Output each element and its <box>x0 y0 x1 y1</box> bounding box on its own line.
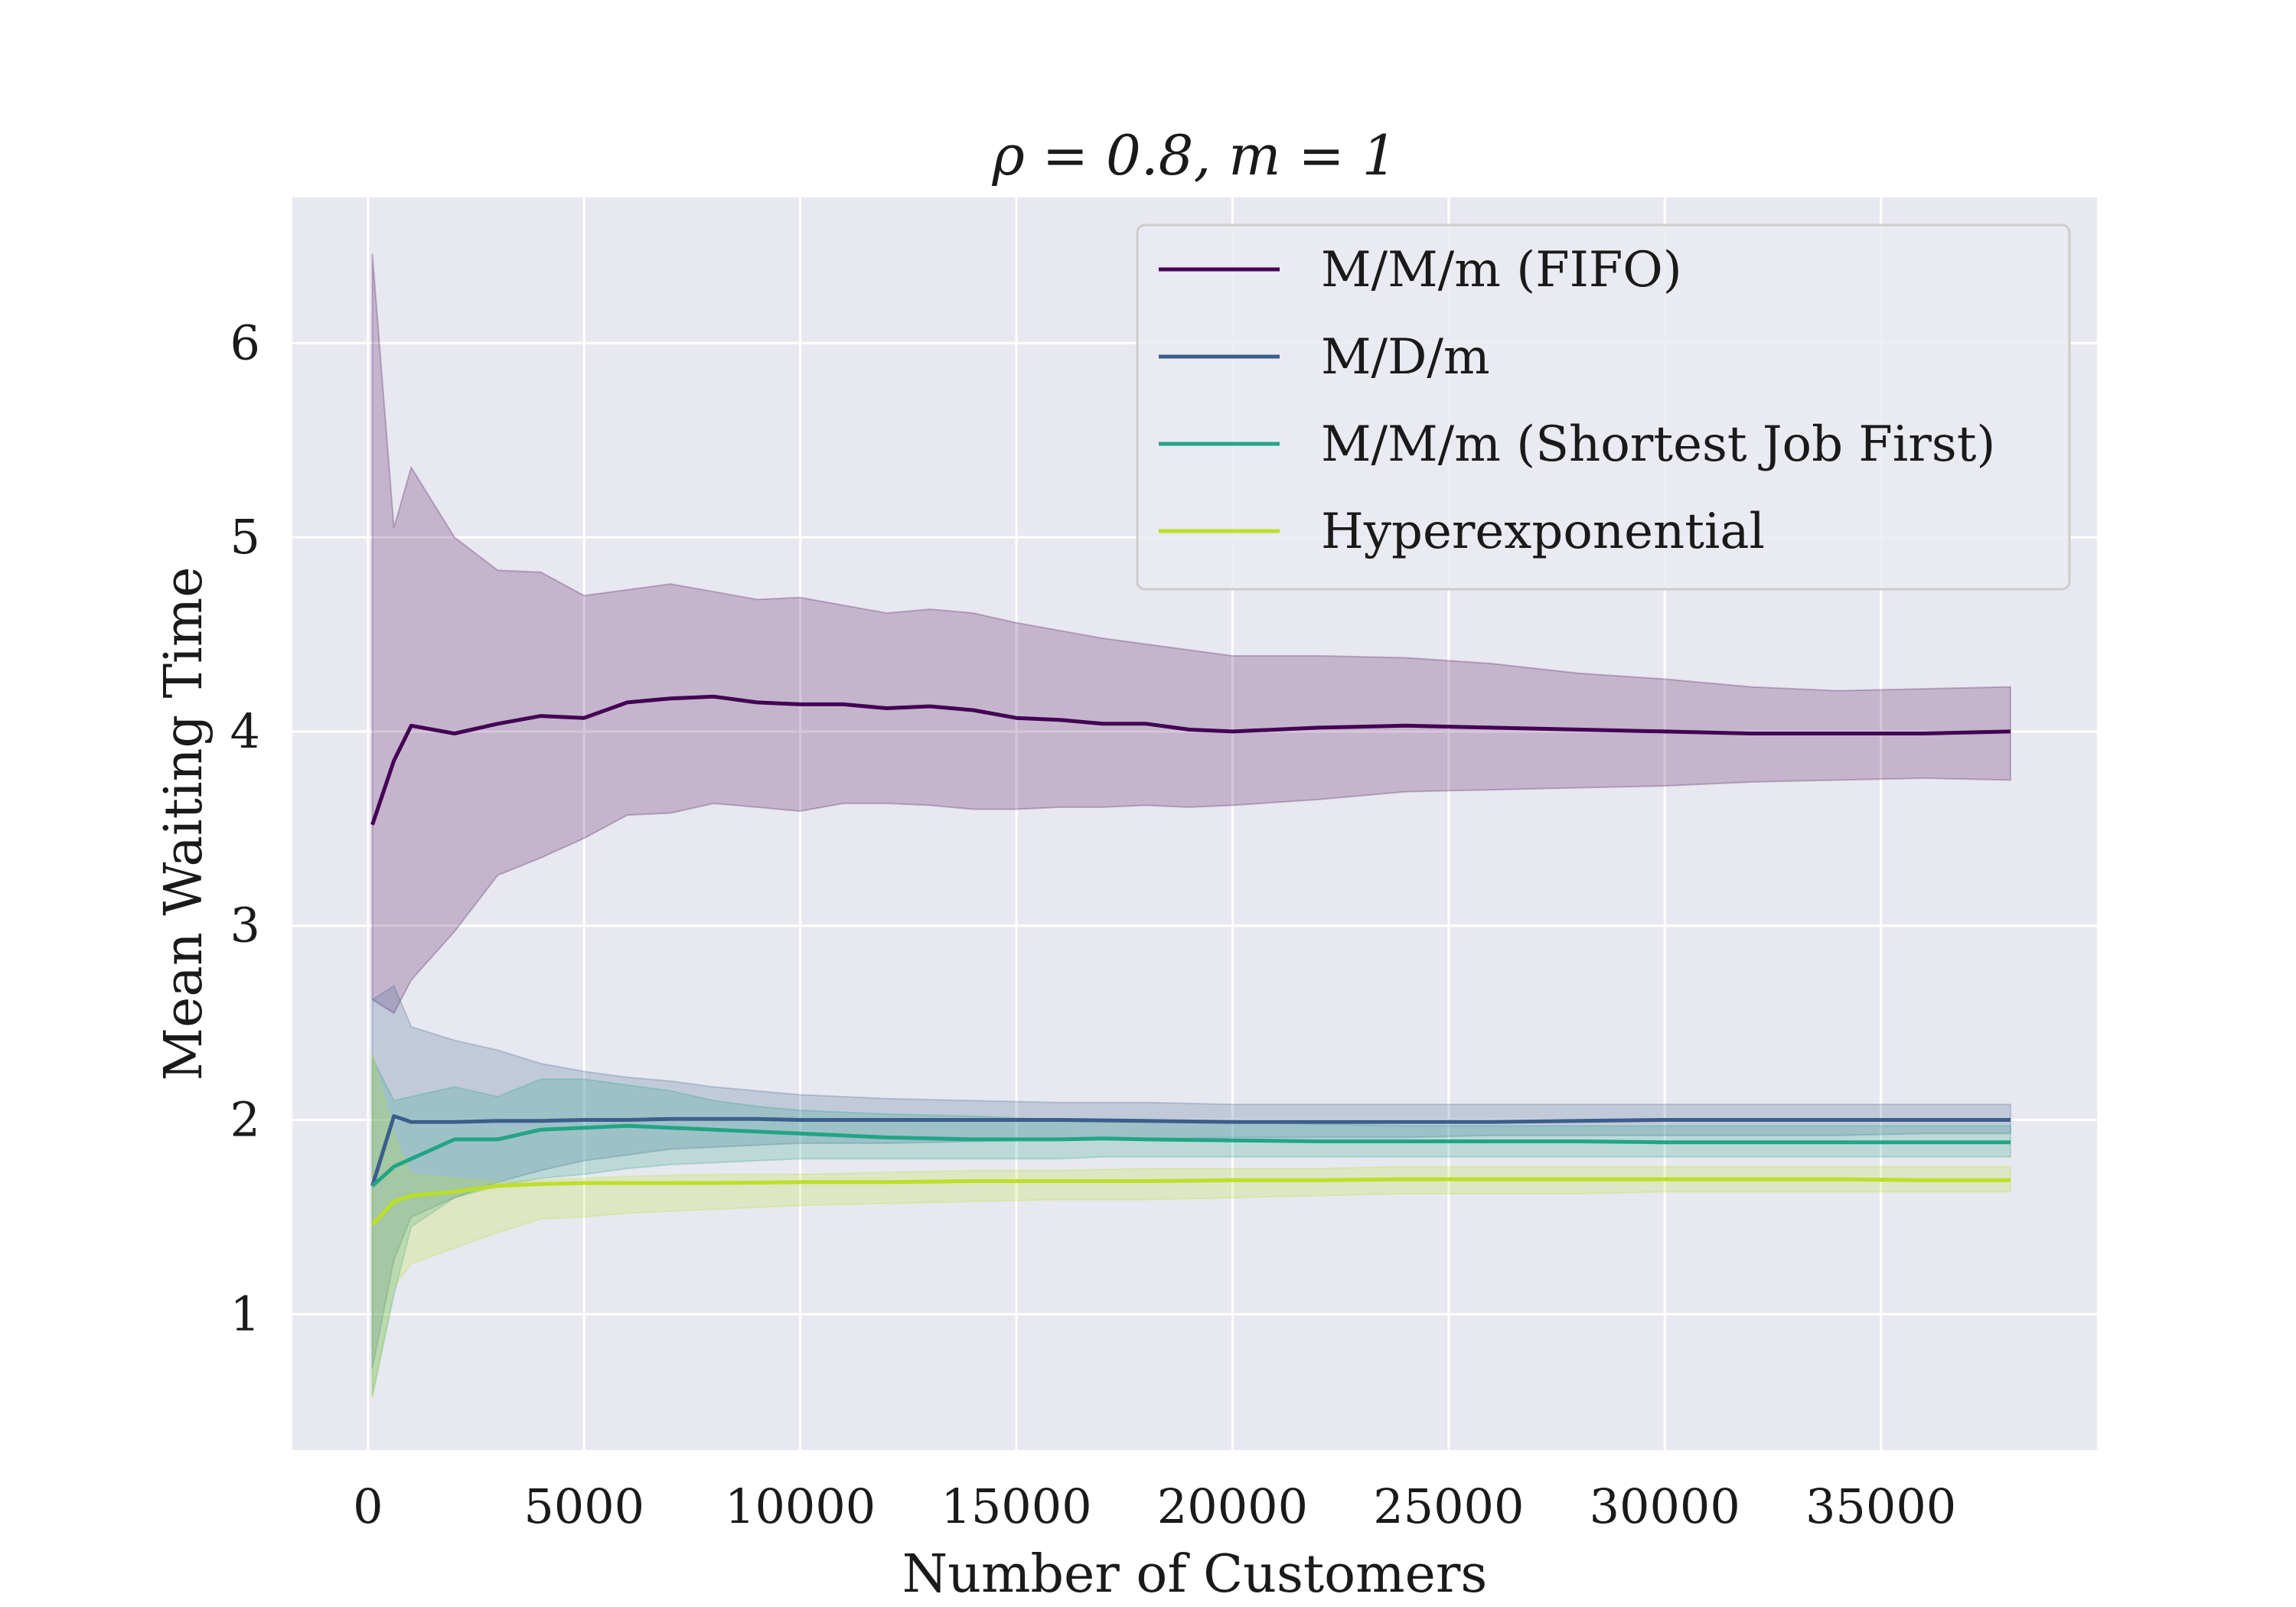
line-series-2 <box>370 1114 2011 1187</box>
series-lines <box>370 694 2011 1227</box>
y-tick-label: 3 <box>230 898 260 953</box>
x-tick-label: 30000 <box>1590 1478 1740 1534</box>
y-axis-label: Mean Waiting Time <box>154 567 214 1081</box>
band-series-1 <box>371 253 2011 1015</box>
line-series-3 <box>370 1123 2011 1188</box>
legend-label: M/M/m (FIFO) <box>1321 242 1682 298</box>
x-tick-label: 5000 <box>523 1478 644 1534</box>
chart-title: ρ = 0.8, m = 1 <box>992 123 1397 187</box>
legend: M/M/m (FIFO) M/D/m M/M/m (Shortest Job Fir… <box>1136 223 2071 591</box>
x-axis-label: Number of Customers <box>902 1544 1488 1605</box>
band-series-2 <box>371 984 2011 1369</box>
y-tick-label: 6 <box>230 315 260 370</box>
legend-label: Hyperexponential <box>1321 504 1765 560</box>
y-tick-label: 5 <box>230 509 260 565</box>
band-series-4 <box>371 1054 2011 1398</box>
x-tick-labels: 0 5000 10000 15000 20000 25000 30000 35000 <box>353 1478 1956 1534</box>
x-tick-label: 35000 <box>1805 1478 1956 1534</box>
x-tick-label: 25000 <box>1373 1478 1524 1534</box>
x-tick-label: 15000 <box>941 1478 1091 1534</box>
legend-box <box>1136 223 2071 591</box>
x-tick-label: 0 <box>353 1478 383 1534</box>
y-tick-label: 4 <box>230 703 260 759</box>
line-series-4 <box>370 1177 2011 1227</box>
y-tick-label: 1 <box>230 1286 260 1341</box>
y-tick-label: 2 <box>230 1092 260 1148</box>
legend-label: M/D/m <box>1321 329 1490 386</box>
line-series-1 <box>370 694 2011 826</box>
x-tick-label: 10000 <box>725 1478 876 1534</box>
x-tick-label: 20000 <box>1157 1478 1308 1534</box>
y-tick-labels: 1 2 3 4 5 6 <box>230 315 260 1341</box>
legend-label: M/M/m (Shortest Job First) <box>1321 416 1995 473</box>
